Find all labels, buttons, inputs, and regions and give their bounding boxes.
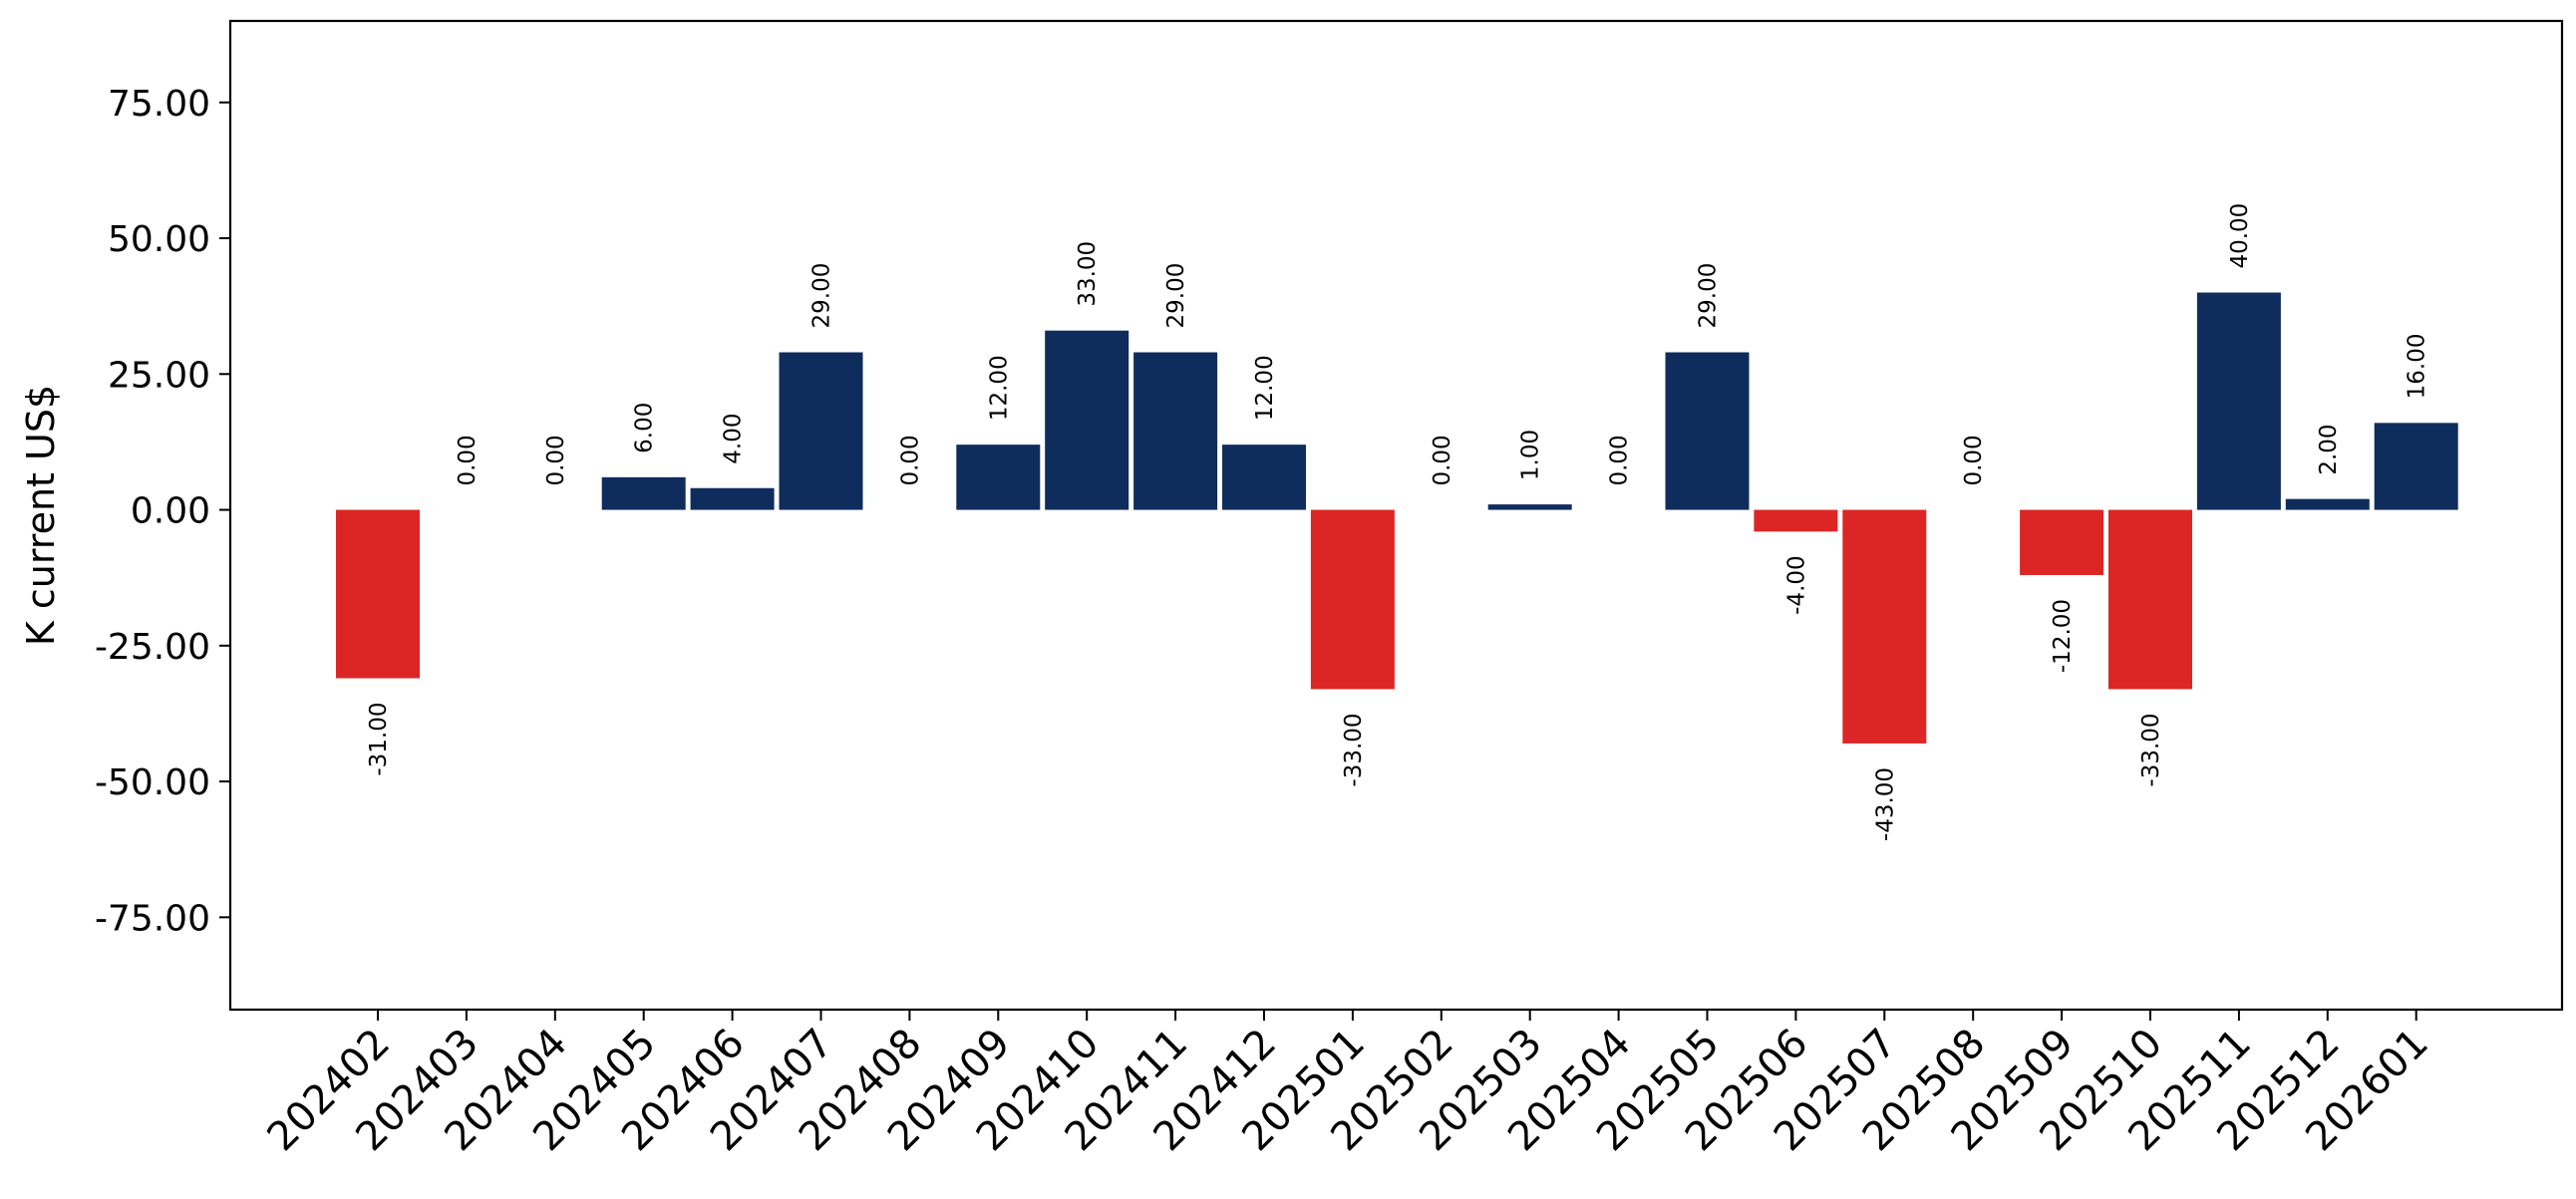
bar [1665, 352, 1750, 510]
y-tick-label: -25.00 [95, 627, 210, 668]
data-label: -43.00 [1872, 767, 1898, 841]
data-labels-layer: -31.00 0.00 0.00 6.00 4.00 29.00 0.00 12.00 33.0… [366, 203, 2430, 841]
data-label: 12.00 [1252, 355, 1278, 421]
data-label: 2.00 [2316, 424, 2342, 474]
data-label: 4.00 [721, 414, 747, 464]
y-axis-title: K current US$ [19, 385, 63, 646]
data-label: 1.00 [1518, 430, 1544, 480]
bar [2374, 423, 2458, 510]
data-label: 29.00 [1696, 263, 1722, 329]
data-label: -12.00 [2050, 599, 2076, 673]
bar [2108, 509, 2192, 690]
data-label: 0.00 [897, 435, 923, 485]
data-label: 0.00 [1430, 435, 1455, 485]
y-tick-label: -75.00 [95, 898, 210, 939]
data-label: 12.00 [986, 355, 1012, 421]
y-tick-label: 75.00 [108, 84, 210, 125]
y-tick-label: 50.00 [108, 219, 210, 260]
bar [1487, 504, 1572, 510]
bar [690, 487, 775, 510]
bar [956, 445, 1041, 510]
plot-frame [228, 19, 2564, 1012]
bar [336, 509, 420, 679]
bar [1133, 352, 1218, 510]
data-label: 29.00 [1163, 263, 1189, 329]
data-label: 29.00 [809, 263, 835, 329]
bar [779, 352, 863, 510]
y-tick-label: 0.00 [131, 491, 210, 532]
y-tick-label: -50.00 [95, 762, 210, 803]
bar [1045, 330, 1129, 510]
y-tick-label: 25.00 [108, 355, 210, 396]
bar [1754, 509, 1838, 532]
data-label: -4.00 [1783, 555, 1809, 615]
data-label: -33.00 [2138, 713, 2164, 786]
bar [2196, 292, 2281, 510]
bar [601, 476, 686, 510]
bar [2285, 498, 2370, 510]
bar [1842, 509, 1927, 744]
y-axis: -75.00 -50.00 -25.00 0.00 25.00 50.00 75.00 [95, 84, 230, 939]
data-label: 0.00 [1961, 435, 1987, 485]
data-label: 0.00 [455, 435, 481, 485]
bar [2020, 509, 2104, 575]
data-label: 6.00 [632, 403, 658, 453]
data-label: 0.00 [1607, 435, 1633, 485]
bar [1310, 509, 1395, 690]
plot-area [230, 21, 2562, 1010]
data-label: -33.00 [1341, 713, 1367, 786]
data-label: 0.00 [543, 435, 569, 485]
data-label: 40.00 [2227, 203, 2253, 269]
data-label: 16.00 [2405, 333, 2430, 399]
bars-layer [336, 292, 2458, 744]
data-label: 33.00 [1075, 241, 1101, 307]
x-axis: 2024022024032024042024052024062024072024… [259, 1010, 2437, 1160]
bar [1222, 445, 1306, 510]
data-label: -31.00 [366, 703, 392, 776]
